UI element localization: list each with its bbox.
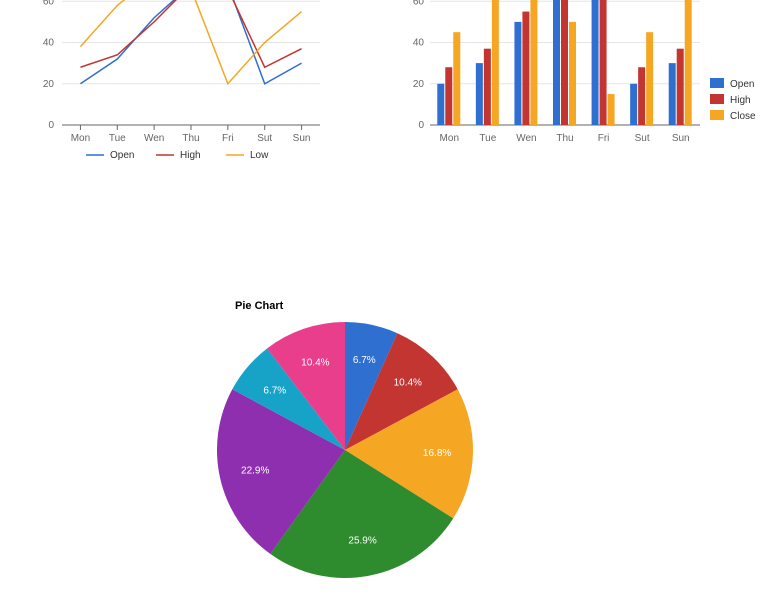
pie-slice-label: 10.4%: [394, 378, 422, 389]
pie-chart: 6.7% 10.4% 16.8% 25.9% 22.9% 6.7% 10.4%: [0, 0, 765, 600]
pie-slice-label: 16.8%: [423, 448, 451, 459]
page: 020406080MonTueWenThuFriSutSunOpenHighLo…: [0, 0, 765, 600]
pie-slice-label: 25.9%: [348, 535, 376, 546]
pie-slice-label: 6.7%: [263, 385, 286, 396]
pie-slice-label: 22.9%: [241, 466, 269, 477]
pie-slice-label: 10.4%: [301, 358, 329, 369]
pie-slice-label: 6.7%: [353, 355, 376, 366]
